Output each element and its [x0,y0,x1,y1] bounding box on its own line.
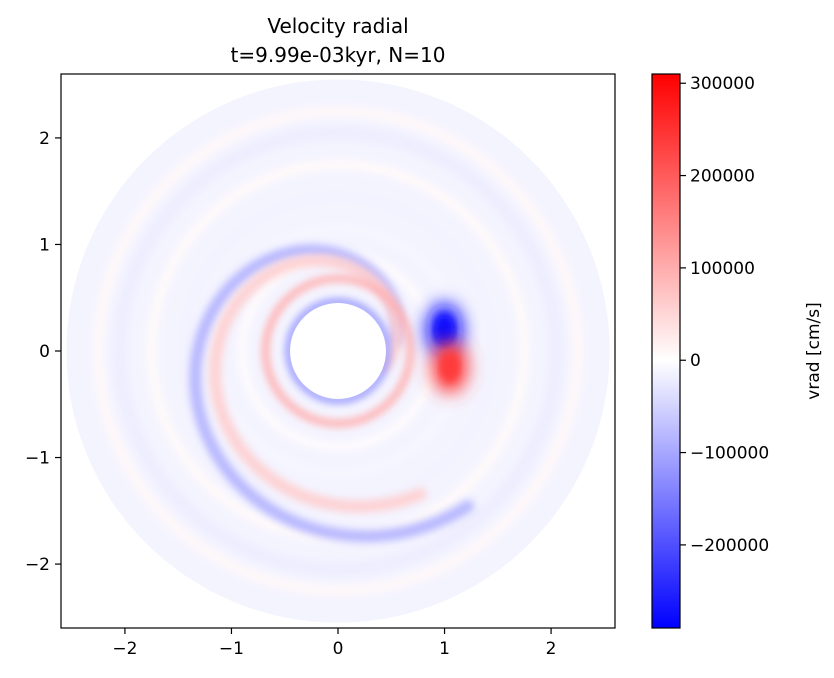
y-tick-label: −2 [25,555,50,575]
inner-ring-positive [262,275,414,427]
colorbar-tick-label: −100000 [690,444,769,464]
colorbar [651,73,681,629]
colorbar-axis: −200000 −100000 0 100000 200000 300000 [680,74,769,556]
disc-band [93,106,583,596]
velocity-blob-core-positive [440,352,459,381]
spiral-arm-positive [209,254,427,513]
y-tick-label: 1 [39,235,50,255]
chart-title: Velocity radial [267,14,408,38]
plot-area [61,74,615,628]
y-tick-label: 0 [39,342,50,362]
inner-ring-negative [285,298,391,404]
y-tick-label: 2 [39,129,50,149]
colorbar-tick-label: −200000 [690,536,769,556]
colorbar-tick-label: 100000 [690,259,755,279]
disc-inner-hole [290,303,386,399]
y-axis: −2 −1 0 1 2 [25,129,61,575]
x-tick-label: 0 [333,639,344,659]
chart-subtitle: t=9.99e-03kyr, N=10 [231,43,446,67]
colorbar-label: vrad [cm/s] [804,302,824,399]
colorbar-tick-label: 300000 [690,74,755,94]
colorbar-tick-label: 200000 [690,167,755,187]
disc-band [112,125,564,577]
x-tick-label: 1 [439,639,450,659]
velocity-disc [66,79,610,623]
velocity-blob-core-negative [435,315,454,344]
y-tick-label: −1 [25,449,50,469]
x-tick-label: −1 [219,639,244,659]
x-axis: −2 −1 0 1 2 [112,628,556,659]
x-tick-label: −2 [112,639,137,659]
x-tick-label: 2 [546,639,557,659]
colorbar-tick-label: 0 [690,351,701,371]
